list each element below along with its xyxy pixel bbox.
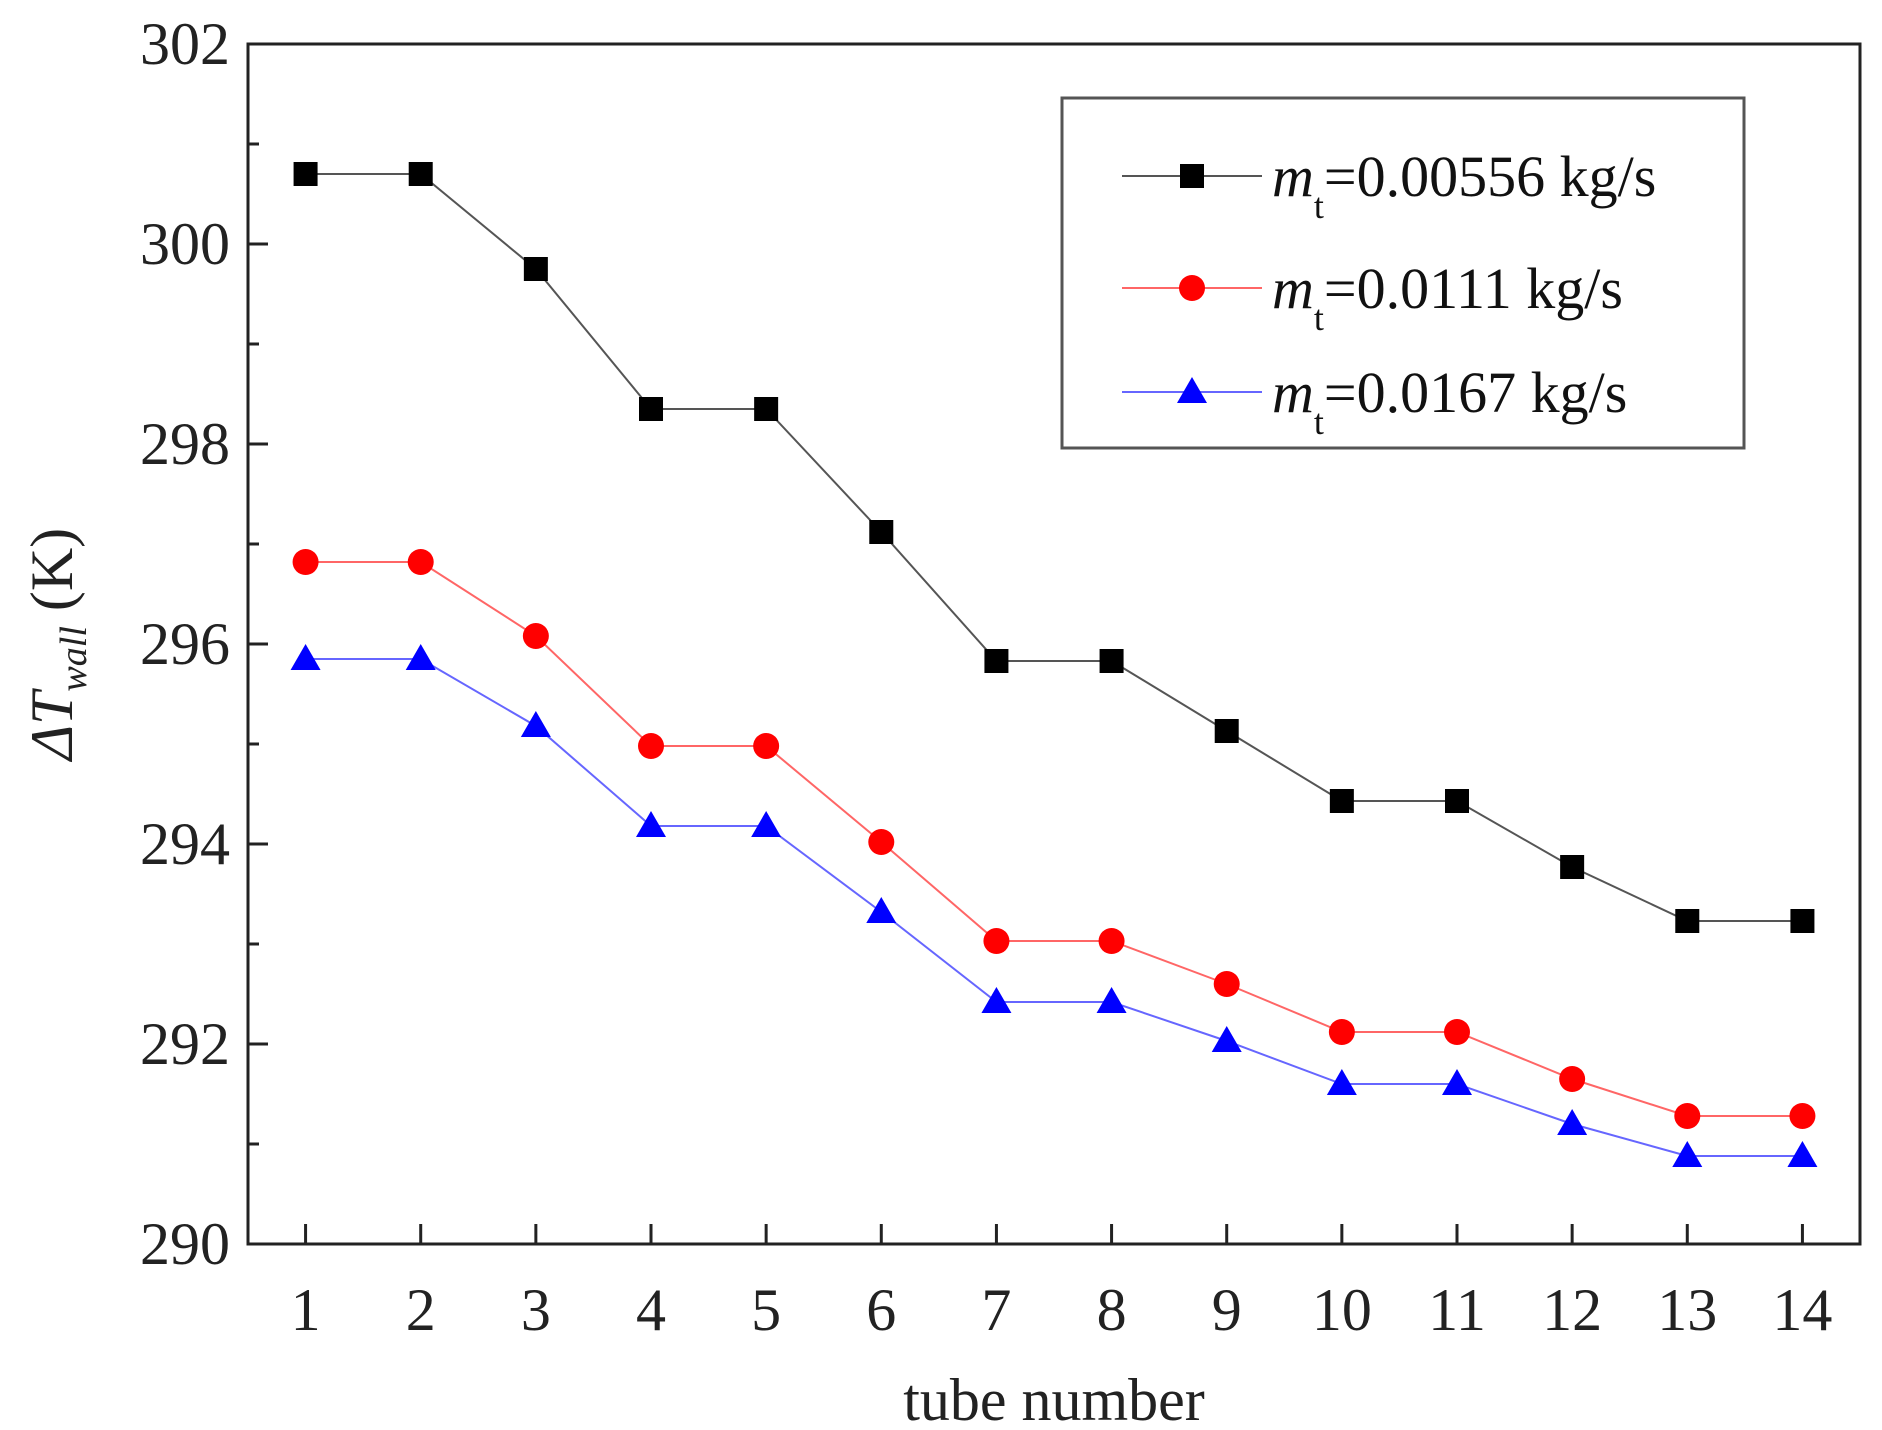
data-point-series-2 bbox=[753, 733, 780, 759]
x-tick-label: 12 bbox=[1542, 1277, 1602, 1343]
data-point-series-3 bbox=[636, 811, 666, 837]
data-point-series-2 bbox=[868, 829, 895, 855]
data-point-series-2 bbox=[1674, 1103, 1701, 1129]
data-point-series-2 bbox=[638, 733, 664, 759]
data-point-series-3 bbox=[751, 811, 782, 837]
data-point-series-2 bbox=[1098, 928, 1125, 954]
data-point-series-3 bbox=[1672, 1141, 1703, 1167]
series-line-1 bbox=[305, 173, 1803, 922]
x-tick-label: 14 bbox=[1772, 1277, 1832, 1343]
data-point-series-1 bbox=[1790, 909, 1815, 933]
data-point-series-1 bbox=[1445, 789, 1469, 813]
series-line-2 bbox=[305, 561, 1803, 1117]
data-point-series-3 bbox=[1442, 1069, 1472, 1095]
axis-ticks bbox=[248, 42, 1804, 1246]
y-tick-label: 298 bbox=[140, 411, 230, 477]
data-point-series-2 bbox=[1789, 1103, 1816, 1129]
legend: mt=0.00556 kg/s mt=0.0111 kg/s mt=0.0167 k… bbox=[1060, 96, 1746, 450]
legend-label-1: mt=0.00556 kg/s bbox=[1272, 144, 1656, 226]
data-point-series-3 bbox=[981, 987, 1012, 1013]
x-tick-label: 6 bbox=[866, 1277, 896, 1343]
data-point-series-2 bbox=[1444, 1019, 1470, 1045]
y-tick-label: 296 bbox=[140, 611, 230, 677]
data-point-series-1 bbox=[1675, 909, 1700, 933]
x-tick-label: 10 bbox=[1312, 1277, 1372, 1343]
x-tick-label: 7 bbox=[981, 1277, 1011, 1343]
x-axis-title: tube number bbox=[903, 1367, 1205, 1430]
series-line-3 bbox=[305, 658, 1803, 1157]
data-point-series-3 bbox=[866, 897, 897, 923]
series-lines bbox=[305, 173, 1803, 1157]
y-axis-title-subscript: wall bbox=[53, 626, 95, 691]
legend-marker-2 bbox=[1179, 275, 1205, 301]
data-point-series-1 bbox=[408, 162, 433, 186]
x-tick-label: 8 bbox=[1097, 1277, 1127, 1343]
data-point-series-3 bbox=[1787, 1141, 1818, 1167]
data-point-series-1 bbox=[869, 520, 894, 544]
data-point-series-3 bbox=[520, 711, 551, 737]
data-point-series-3 bbox=[1326, 1069, 1357, 1095]
data-point-series-1 bbox=[1329, 789, 1354, 813]
x-tick-label: 5 bbox=[751, 1277, 781, 1343]
data-point-series-1 bbox=[1560, 855, 1585, 879]
data-point-series-2 bbox=[292, 549, 319, 575]
data-point-series-2 bbox=[407, 549, 434, 575]
legend-marker-1 bbox=[1180, 164, 1204, 188]
y-axis-title: ΔTwall (K) bbox=[19, 528, 95, 762]
legend-marker-3 bbox=[1177, 377, 1207, 403]
data-point-series-1 bbox=[984, 649, 1009, 673]
data-point-series-1 bbox=[754, 397, 779, 421]
legend-label-2: mt=0.0111 kg/s bbox=[1272, 256, 1623, 338]
data-point-series-3 bbox=[290, 644, 321, 670]
y-axis-title-prefix: ΔT bbox=[19, 688, 85, 762]
data-point-series-2 bbox=[983, 928, 1010, 954]
x-tick-label: 4 bbox=[636, 1277, 666, 1343]
data-point-series-1 bbox=[1099, 649, 1124, 673]
data-point-series-1 bbox=[1214, 719, 1239, 743]
y-tick-label: 290 bbox=[140, 1211, 230, 1277]
x-tick-label: 11 bbox=[1428, 1277, 1486, 1343]
series-markers bbox=[290, 162, 1818, 1167]
data-point-series-3 bbox=[1211, 1026, 1242, 1052]
data-point-series-2 bbox=[1559, 1066, 1586, 1092]
y-tick-label: 292 bbox=[140, 1011, 230, 1077]
data-point-series-1 bbox=[639, 397, 663, 421]
data-point-series-2 bbox=[1328, 1019, 1355, 1045]
y-axis-title-suffix: (K) bbox=[19, 528, 85, 626]
data-point-series-2 bbox=[1213, 971, 1240, 997]
y-tick-label: 300 bbox=[140, 211, 230, 277]
x-tick-label: 2 bbox=[406, 1277, 436, 1343]
x-tick-label: 1 bbox=[291, 1277, 321, 1343]
y-tick-label: 302 bbox=[140, 11, 230, 77]
legend-box bbox=[1060, 96, 1746, 450]
data-point-series-1 bbox=[293, 162, 318, 186]
data-point-series-2 bbox=[522, 623, 549, 649]
legend-label-3: mt=0.0167 kg/s bbox=[1272, 360, 1627, 442]
data-point-series-3 bbox=[1096, 987, 1127, 1013]
x-tick-label: 9 bbox=[1212, 1277, 1242, 1343]
x-tick-label: 3 bbox=[521, 1277, 551, 1343]
data-point-series-3 bbox=[405, 644, 436, 670]
data-point-series-3 bbox=[1557, 1109, 1588, 1135]
y-tick-label: 294 bbox=[140, 811, 230, 877]
data-point-series-1 bbox=[523, 257, 548, 281]
x-tick-label: 13 bbox=[1657, 1277, 1717, 1343]
